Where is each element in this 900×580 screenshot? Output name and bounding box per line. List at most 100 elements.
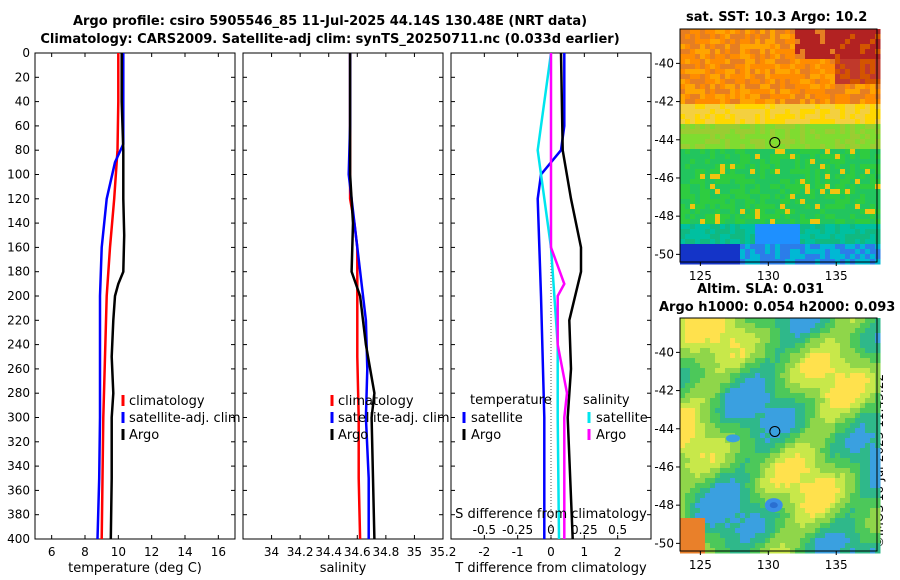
map-cell (740, 443, 746, 449)
map-cell (705, 398, 711, 404)
map-cell (785, 144, 791, 150)
map-cell (835, 368, 841, 374)
map-cell (815, 199, 821, 205)
map-cell (870, 234, 876, 240)
map-cell (790, 154, 796, 160)
map-cell (855, 109, 861, 115)
map-cell (735, 348, 741, 354)
map-cell (835, 438, 841, 444)
map-cell (875, 259, 881, 265)
map-cell (715, 478, 721, 484)
map-cell (680, 358, 686, 364)
map-cell (795, 79, 801, 85)
map-cell (815, 503, 821, 509)
map-cell (805, 74, 811, 80)
map-cell (745, 503, 751, 509)
map-cell (750, 159, 756, 165)
map-cell (770, 184, 776, 190)
map-cell (705, 528, 711, 534)
map-cell (710, 468, 716, 474)
map-cell (685, 249, 691, 255)
map-cell (710, 244, 716, 250)
map-cell (705, 438, 711, 444)
map-cell (850, 184, 856, 190)
map-cell (825, 184, 831, 190)
map-cell (795, 144, 801, 150)
map-cell (860, 538, 866, 544)
map-cell (700, 154, 706, 160)
map-cell (740, 453, 746, 459)
map-cell (775, 543, 781, 549)
map-cell (790, 363, 796, 369)
map-cell (845, 179, 851, 185)
map-cell (855, 493, 861, 499)
map-cell (740, 239, 746, 245)
map-cell (710, 139, 716, 145)
map-cell (715, 124, 721, 130)
map-cell (825, 543, 831, 549)
map-cell (690, 59, 696, 65)
map-cell (720, 488, 726, 494)
map-cell (855, 49, 861, 55)
map-cell (720, 229, 726, 235)
map-cell (760, 229, 766, 235)
map-cell (870, 478, 876, 484)
map-cell (860, 433, 866, 439)
map-cell (730, 64, 736, 70)
map-cell (860, 179, 866, 185)
map-cell (865, 224, 871, 230)
map-cell (710, 518, 716, 524)
map-cell (800, 498, 806, 504)
map-cell (830, 433, 836, 439)
map-cell (805, 174, 811, 180)
y-tick-label: 100 (7, 168, 30, 182)
map-cell (745, 34, 751, 40)
map-cell (725, 543, 731, 549)
map-cell (875, 538, 881, 544)
map-cell (790, 104, 796, 110)
map-cell (740, 224, 746, 230)
map-cell (805, 64, 811, 70)
map-cell (845, 418, 851, 424)
map-cell (730, 463, 736, 469)
map-cell (790, 518, 796, 524)
map-cell (705, 64, 711, 70)
map-cell (790, 408, 796, 414)
series-argo (348, 53, 376, 540)
map-cell (815, 338, 821, 344)
map-cell (805, 493, 811, 499)
map-cell (780, 478, 786, 484)
map-cell (830, 333, 836, 339)
map-cell (715, 363, 721, 369)
map-cell (735, 69, 741, 75)
map-cell (680, 94, 686, 100)
map-cell (755, 139, 761, 145)
map-cell (825, 74, 831, 80)
map-cell (745, 89, 751, 95)
map-cell (780, 493, 786, 499)
map-cell (695, 458, 701, 464)
map-cell (680, 338, 686, 344)
map-cell (760, 99, 766, 105)
map-cell (835, 358, 841, 364)
map-cell (870, 378, 876, 384)
map-cell (865, 513, 871, 519)
map-cell (850, 323, 856, 329)
map-cell (870, 468, 876, 474)
map-cell (805, 184, 811, 190)
map-cell (775, 363, 781, 369)
map-cell (865, 154, 871, 160)
legend-label: Argo (596, 428, 626, 443)
map-cell (750, 433, 756, 439)
map-cell (855, 338, 861, 344)
map-cell (855, 149, 861, 155)
map-cell (805, 368, 811, 374)
map-cell (875, 104, 881, 110)
map-cell (695, 368, 701, 374)
map-cell (835, 453, 841, 459)
map-cell (820, 214, 826, 220)
map-cell (730, 383, 736, 389)
map-cell (850, 488, 856, 494)
map-cell (740, 493, 746, 499)
map-cell (775, 323, 781, 329)
